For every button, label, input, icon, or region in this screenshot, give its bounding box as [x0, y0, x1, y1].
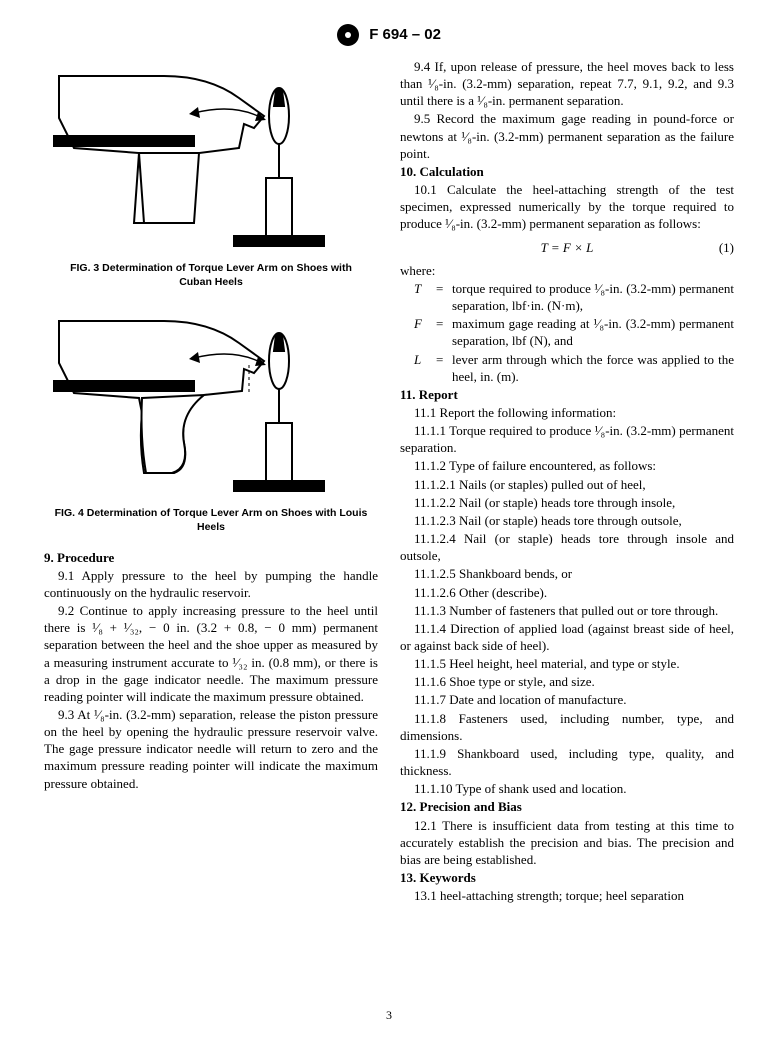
para-11-1-10: 11.1.10 Type of shank used and location.	[400, 780, 734, 797]
para-11-1-5: 11.1.5 Heel height, heel material, and t…	[400, 655, 734, 672]
para-9-4: 9.4 If, upon release of pressure, the he…	[400, 58, 734, 109]
header: F 694 – 02	[44, 24, 734, 46]
para-9-3: 9.3 At ¹⁄₈-in. (3.2-mm) separation, rele…	[44, 706, 378, 792]
where-L-sym: L	[414, 351, 436, 386]
figure-4-svg	[44, 303, 378, 503]
figure-3	[44, 58, 378, 258]
page: F 694 – 02	[0, 0, 778, 1041]
para-11-1-1: 11.1.1 Torque required to produce ¹⁄₈-in…	[400, 422, 734, 456]
report-heading: 11. Report	[400, 386, 734, 403]
para-11-1-2: 11.1.2 Type of failure encountered, as f…	[400, 457, 734, 474]
where-eq: =	[436, 351, 452, 386]
para-11-1-2-2: 11.1.2.2 Nail (or staple) heads tore thr…	[400, 494, 734, 511]
para-11-1-7: 11.1.7 Date and location of manufacture.	[400, 691, 734, 708]
figure-3-caption: FIG. 3 Determination of Torque Lever Arm…	[54, 262, 368, 289]
where-L-def: lever arm through which the force was ap…	[452, 351, 734, 386]
page-number: 3	[0, 1008, 778, 1023]
para-11-1-4: 11.1.4 Direction of applied load (agains…	[400, 620, 734, 654]
para-11-1-2-3: 11.1.2.3 Nail (or staple) heads tore thr…	[400, 512, 734, 529]
figure-4-caption: FIG. 4 Determination of Torque Lever Arm…	[54, 507, 368, 534]
designation: F 694 – 02	[369, 26, 441, 43]
para-9-2: 9.2 Continue to apply increasing pressur…	[44, 602, 378, 705]
para-9-5: 9.5 Record the maximum gage reading in p…	[400, 110, 734, 161]
para-11-1-3: 11.1.3 Number of fasteners that pulled o…	[400, 602, 734, 619]
where-T-def: torque required to produce ¹⁄₈-in. (3.2-…	[452, 280, 734, 315]
procedure-heading: 9. Procedure	[44, 549, 378, 566]
para-10-1: 10.1 Calculate the heel-attaching streng…	[400, 181, 734, 232]
figure-3-svg	[44, 58, 378, 258]
astm-logo-icon	[337, 24, 359, 46]
equation-1: T = F × L (1)	[400, 239, 734, 256]
where-row-F: F = maximum gage reading at ¹⁄₈-in. (3.2…	[414, 315, 734, 350]
para-11-1-8: 11.1.8 Fasteners used, including number,…	[400, 710, 734, 744]
para-11-1-2-1: 11.1.2.1 Nails (or staples) pulled out o…	[400, 476, 734, 493]
calculation-heading: 10. Calculation	[400, 163, 734, 180]
para-11-1-2-6: 11.1.2.6 Other (describe).	[400, 584, 734, 601]
where-T-sym: T	[414, 280, 436, 315]
para-11-1: 11.1 Report the following information:	[400, 404, 734, 421]
where-table: T = torque required to produce ¹⁄₈-in. (…	[414, 280, 734, 386]
equation-expr: T = F × L	[541, 239, 594, 256]
para-11-1-6: 11.1.6 Shoe type or style, and size.	[400, 673, 734, 690]
figure-4	[44, 303, 378, 503]
right-column: 9.4 If, upon release of pressure, the he…	[400, 58, 734, 905]
where-F-sym: F	[414, 315, 436, 350]
equation-number: (1)	[719, 239, 734, 256]
para-13-1: 13.1 heel-attaching strength; torque; he…	[400, 887, 734, 904]
para-11-1-9: 11.1.9 Shankboard used, including type, …	[400, 745, 734, 779]
para-11-1-2-4: 11.1.2.4 Nail (or staple) heads tore thr…	[400, 530, 734, 564]
columns: FIG. 3 Determination of Torque Lever Arm…	[44, 58, 734, 905]
where-eq: =	[436, 280, 452, 315]
where-row-T: T = torque required to produce ¹⁄₈-in. (…	[414, 280, 734, 315]
para-11-1-2-5: 11.1.2.5 Shankboard bends, or	[400, 565, 734, 582]
where-row-L: L = lever arm through which the force wa…	[414, 351, 734, 386]
para-9-1: 9.1 Apply pressure to the heel by pumpin…	[44, 567, 378, 601]
para-12-1: 12.1 There is insufficient data from tes…	[400, 817, 734, 868]
where-eq: =	[436, 315, 452, 350]
where-label: where:	[400, 262, 734, 279]
keywords-heading: 13. Keywords	[400, 869, 734, 886]
precision-heading: 12. Precision and Bias	[400, 798, 734, 815]
where-F-def: maximum gage reading at ¹⁄₈-in. (3.2-mm)…	[452, 315, 734, 350]
left-column: FIG. 3 Determination of Torque Lever Arm…	[44, 58, 378, 905]
